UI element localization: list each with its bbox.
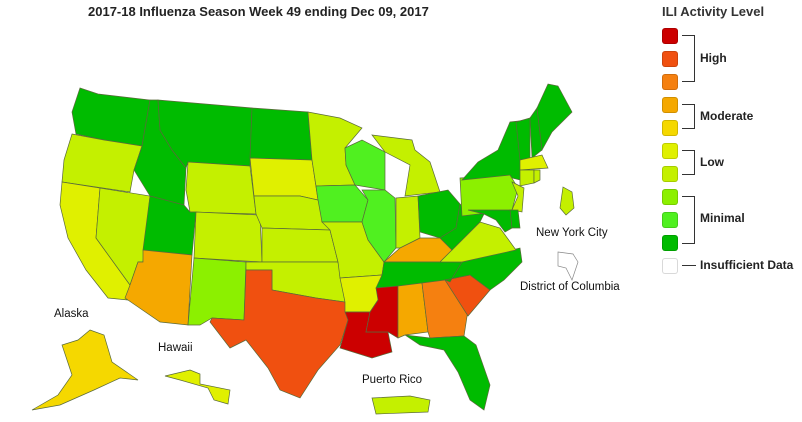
- state-ma: [519, 154, 549, 171]
- state-or: [61, 133, 143, 193]
- label-alaska: Alaska: [54, 308, 89, 320]
- state-ak: [31, 329, 139, 411]
- bracket-moderate: [682, 104, 695, 129]
- legend-label-minimal: Minimal: [700, 211, 745, 225]
- label-hawaii: Hawaii: [158, 342, 193, 354]
- legend-swatch-3: [662, 189, 678, 205]
- legend-label-high: High: [700, 51, 727, 65]
- bracket-minimal: [682, 196, 695, 244]
- state-tx: [209, 269, 349, 399]
- state-hi: [164, 369, 231, 405]
- state-nm: [187, 257, 247, 326]
- legend-swatch-insufficient: [662, 258, 678, 274]
- legend-swatch-10: [662, 28, 678, 44]
- bracket-low: [682, 150, 695, 175]
- state-wy: [185, 161, 257, 215]
- legend-label-moderate: Moderate: [700, 109, 754, 123]
- dash-insufficient: [682, 265, 696, 266]
- legend-swatch-6: [662, 120, 678, 136]
- legend-swatch-8: [662, 74, 678, 90]
- legend-label-low: Low: [700, 155, 724, 169]
- state-md: [467, 209, 513, 233]
- state-pr: [371, 395, 431, 415]
- state-ct: [519, 169, 535, 187]
- legend-swatch-7: [662, 97, 678, 113]
- state-me: [536, 83, 573, 152]
- legend-swatch-4: [662, 166, 678, 182]
- legend-swatch-5: [662, 143, 678, 159]
- state-ia: [315, 184, 369, 223]
- state-sd: [249, 157, 319, 201]
- state-ri: [533, 169, 541, 184]
- label-nyc: New York City: [536, 227, 608, 239]
- label-dc: District of Columbia: [520, 281, 620, 293]
- map-title: 2017-18 Influenza Season Week 49 ending …: [88, 4, 429, 19]
- state-co: [193, 211, 263, 263]
- bracket-high: [682, 35, 695, 82]
- legend-swatch-9: [662, 51, 678, 67]
- state-nd: [249, 107, 313, 161]
- state-al: [397, 282, 429, 339]
- state-fl: [404, 334, 491, 411]
- state-az: [124, 249, 193, 326]
- legend-swatch-2: [662, 212, 678, 228]
- legend-swatch-1: [662, 235, 678, 251]
- state-nyc: [559, 186, 575, 216]
- state-ks: [261, 227, 339, 263]
- state-dc: [557, 251, 579, 281]
- state-ut: [142, 195, 197, 256]
- label-puerto-rico: Puerto Rico: [362, 374, 423, 386]
- legend-title: ILI Activity Level: [662, 4, 765, 19]
- legend-label-insufficient: Insufficient Data: [700, 258, 794, 272]
